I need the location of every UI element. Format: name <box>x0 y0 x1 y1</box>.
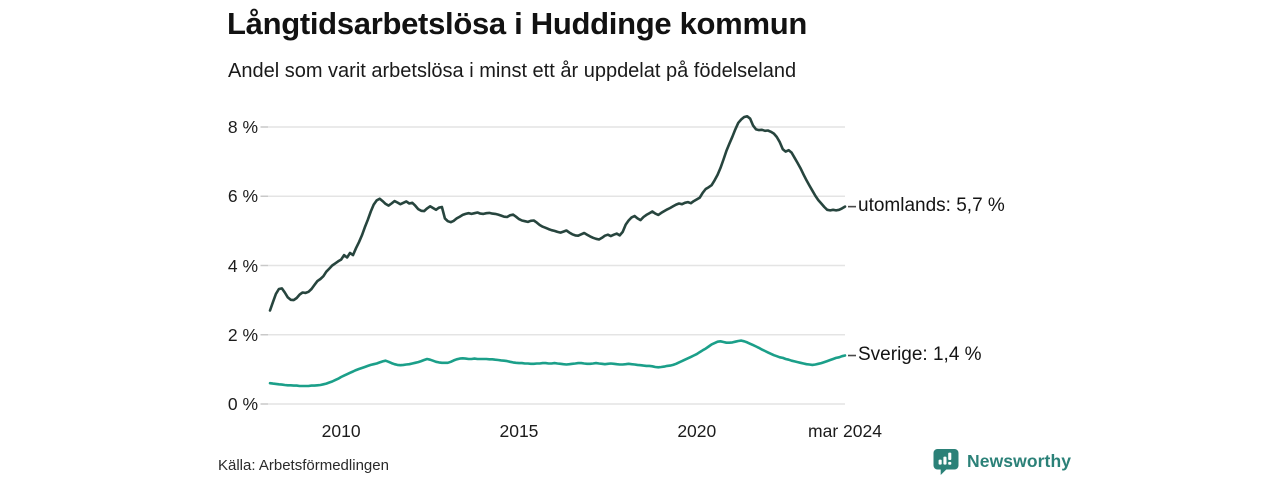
chart-subtitle: Andel som varit arbetslösa i minst ett å… <box>228 60 797 82</box>
chart-title: Långtidsarbetslösa i Huddinge kommun <box>227 6 807 41</box>
y-axis-label-4: 4 % <box>227 255 258 276</box>
line-Sverige <box>268 339 847 388</box>
line-utomlands <box>268 115 847 312</box>
x-axis-label-2020: 2020 <box>677 421 717 441</box>
y-axis-label-6: 6 % <box>227 186 258 207</box>
series-label-utomlands: utomlands: 5,7 % <box>858 195 1005 217</box>
y-axis-label-0: 0 % <box>227 394 258 414</box>
y-axis-label-8: 8 % <box>227 117 258 137</box>
newsworthy-logo-text: Newsworthy <box>967 451 1072 471</box>
x-axis-label-mar-2024: mar 2024 <box>808 421 882 441</box>
x-axis-label-2010: 2010 <box>321 421 361 441</box>
x-axis-label-2015: 2015 <box>499 421 539 441</box>
series-label-sverige: Sverige: 1,4 % <box>858 344 982 366</box>
source-note: Källa: Arbetsförmedlingen <box>218 457 389 474</box>
newsworthy-logo: Newsworthy <box>933 448 1071 475</box>
newsworthy-speech-bubble-bar-chart-icon <box>933 449 959 475</box>
y-axis-label-2: 2 % <box>227 324 258 345</box>
